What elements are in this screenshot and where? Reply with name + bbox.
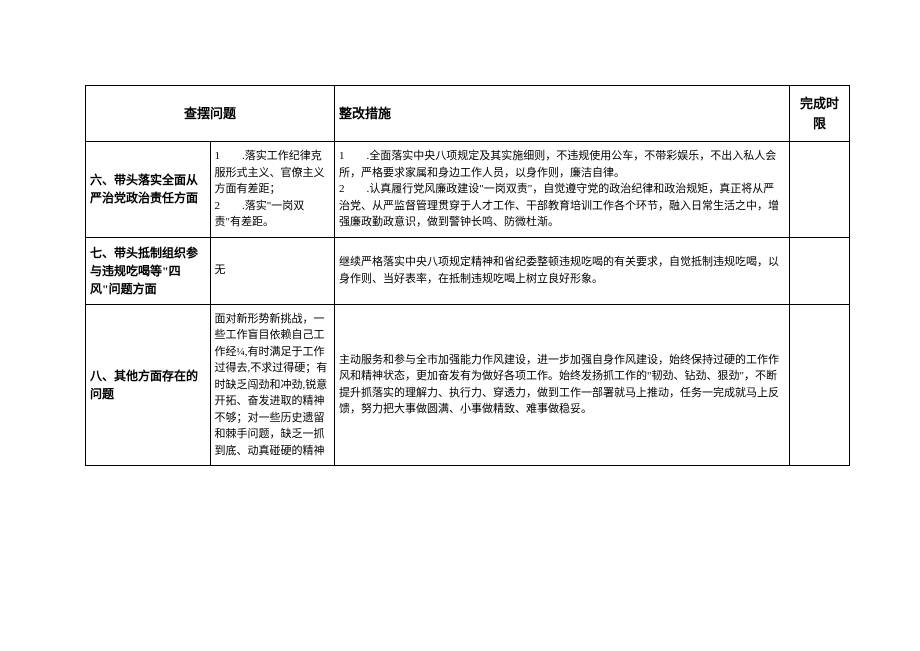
problem-cell: 六、带头落实全面从严治党政治责任方面 [86, 142, 211, 238]
header-deadline: 完成时限 [790, 86, 850, 142]
measure-cell: 继续严格落实中央八项规定精神和省纪委整顿违规吃喝的有关要求，自觉抵制违规吃喝，以… [335, 237, 790, 304]
detail-cell: 无 [210, 237, 335, 304]
deadline-cell [790, 142, 850, 238]
measure-cell: 1 .全面落实中央八项规定及其实施细则，不违规使用公车，不带彩娱乐，不出入私人会… [335, 142, 790, 238]
problem-cell: 七、带头抵制组织参与违规吃喝等"四风"问题方面 [86, 237, 211, 304]
header-measure: 整改措施 [335, 86, 790, 142]
header-problem: 查摆问题 [86, 86, 335, 142]
table-header-row: 查摆问题 整改措施 完成时限 [86, 86, 850, 142]
rectification-table: 查摆问题 整改措施 完成时限 六、带头落实全面从严治党政治责任方面 1 .落实工… [85, 85, 850, 466]
table-row: 七、带头抵制组织参与违规吃喝等"四风"问题方面 无 继续严格落实中央八项规定精神… [86, 237, 850, 304]
measure-cell: 主动服务和参与全市加强能力作风建设，进一步加强自身作风建设，始终保持过硬的工作作… [335, 304, 790, 466]
problem-cell: 八、其他方面存在的问题 [86, 304, 211, 466]
detail-cell: 面对新形势新挑战，一些工作盲目依赖自己工作经¼,有时满足于工作过得去,不求过得硬… [210, 304, 335, 466]
detail-cell: 1 .落实工作纪律克服形式主义、官僚主义方面有差距；2 .落实"一岗双责"有差距… [210, 142, 335, 238]
deadline-cell [790, 304, 850, 466]
table-row: 六、带头落实全面从严治党政治责任方面 1 .落实工作纪律克服形式主义、官僚主义方… [86, 142, 850, 238]
deadline-cell [790, 237, 850, 304]
table-row: 八、其他方面存在的问题 面对新形势新挑战，一些工作盲目依赖自己工作经¼,有时满足… [86, 304, 850, 466]
